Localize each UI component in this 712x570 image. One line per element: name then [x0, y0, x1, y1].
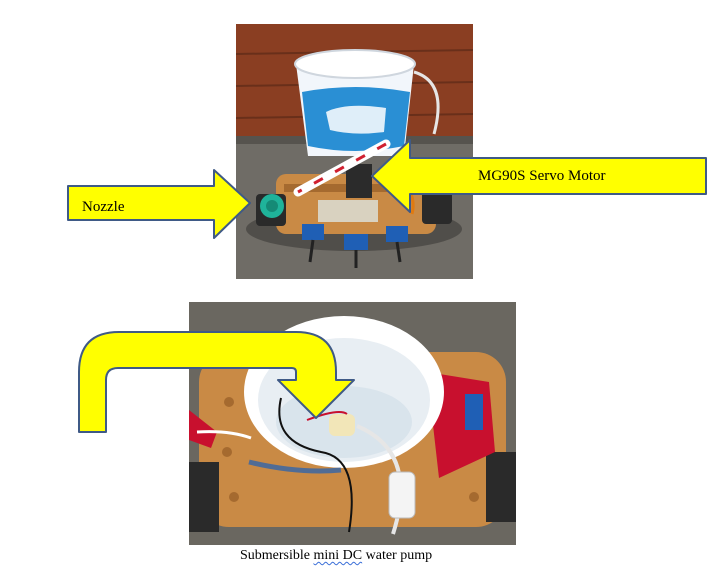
pump-illustration	[189, 302, 516, 545]
right-wheel	[486, 452, 516, 522]
pump-bottom-photo	[189, 302, 516, 545]
pump-black-wire	[278, 397, 353, 533]
sensor-leg-right	[395, 241, 402, 263]
nozzle-arrow	[67, 169, 251, 239]
sensor-leg-left	[308, 239, 315, 263]
curved-arrow	[78, 331, 355, 433]
servo-motor	[346, 164, 372, 198]
right-wheel	[422, 190, 452, 224]
red-tape-left	[189, 410, 217, 448]
nozzle-arm-stripe	[297, 142, 387, 194]
robot-top-photo	[236, 24, 473, 279]
pump-red-wire	[306, 411, 348, 421]
nozzle-tip-hole	[266, 200, 278, 212]
caption-prefix: Submersible	[240, 548, 314, 563]
ir-sensor-right	[386, 226, 408, 242]
motor-driver-board	[465, 394, 483, 430]
left-wheel	[189, 462, 219, 532]
servo-motor-label: MG90S Servo Motor	[478, 168, 606, 184]
bucket-lid	[294, 49, 416, 79]
bucket-label-band	[248, 459, 342, 474]
pump-caption: Submersible mini DC water pump	[240, 548, 432, 564]
left-tube	[196, 430, 252, 440]
mini-dc-pump	[329, 414, 355, 436]
bucket-logo-area	[326, 105, 386, 134]
caption-underlined: mini DC	[313, 548, 363, 563]
water-tube	[413, 70, 440, 135]
ir-sensor-left	[302, 224, 324, 240]
nozzle-label: Nozzle	[82, 199, 125, 215]
robot-top-illustration	[236, 24, 473, 279]
caption-suffix: water pump	[362, 548, 433, 563]
tube-connector	[388, 471, 416, 519]
ir-sensor-center	[344, 234, 368, 250]
servo-arrow	[371, 139, 707, 213]
breadboard	[318, 200, 378, 222]
